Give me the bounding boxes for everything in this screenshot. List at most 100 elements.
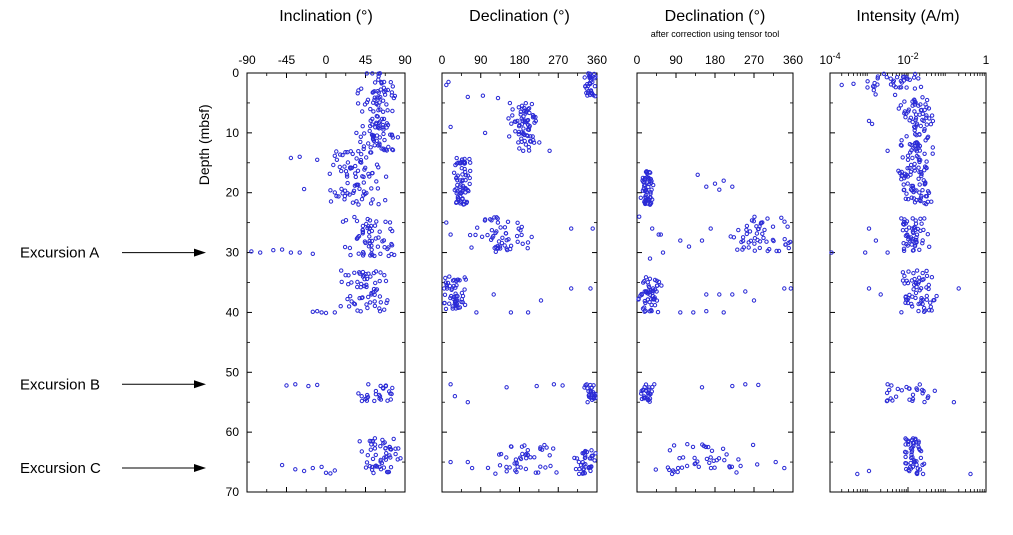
x-tick-label: 270	[548, 53, 568, 67]
data-point	[885, 382, 890, 387]
data-point	[249, 249, 254, 254]
x-tick-label: 90	[398, 53, 412, 67]
data-point	[371, 270, 377, 276]
data-point	[648, 307, 654, 313]
data-point	[344, 172, 350, 177]
panel-declination: Declination (°) 0 90 180 270 360	[439, 8, 607, 493]
panel-points	[829, 71, 973, 477]
data-point	[641, 280, 646, 285]
data-point	[463, 187, 469, 192]
data-point	[332, 190, 337, 195]
data-point	[904, 466, 909, 472]
data-point	[526, 144, 531, 150]
y-tick-label: 40	[226, 305, 240, 319]
data-point	[271, 248, 276, 253]
data-point	[885, 148, 890, 154]
data-point	[351, 190, 356, 196]
data-point	[738, 463, 743, 469]
data-point	[932, 297, 937, 303]
data-point	[928, 300, 933, 305]
data-point	[922, 216, 927, 221]
data-point	[362, 131, 367, 136]
data-point	[364, 398, 370, 403]
data-point	[901, 246, 907, 252]
data-point	[372, 253, 377, 259]
data-point	[652, 277, 658, 283]
data-point	[345, 191, 350, 196]
data-point	[904, 85, 909, 90]
data-point	[367, 174, 372, 179]
data-point	[910, 103, 915, 108]
data-point	[888, 76, 893, 81]
data-point	[918, 170, 924, 175]
data-point	[450, 304, 455, 309]
data-point	[359, 398, 365, 404]
data-point	[515, 220, 520, 226]
data-point	[709, 448, 715, 453]
data-point	[692, 455, 697, 461]
data-point	[355, 101, 361, 106]
data-point	[469, 465, 475, 471]
data-point	[519, 122, 525, 127]
data-point	[920, 387, 925, 393]
data-point	[642, 289, 647, 294]
data-point	[493, 249, 498, 255]
data-point	[502, 225, 508, 230]
data-point	[462, 287, 467, 292]
data-point	[467, 181, 472, 187]
data-point	[461, 160, 466, 165]
data-point	[910, 216, 915, 221]
data-point	[654, 289, 659, 294]
data-point	[896, 106, 901, 111]
data-point	[386, 144, 391, 150]
data-point	[583, 453, 588, 458]
data-point	[449, 287, 454, 292]
data-point	[377, 278, 382, 284]
data-point	[912, 109, 917, 114]
data-point	[925, 134, 931, 140]
data-point	[730, 184, 735, 189]
data-point	[918, 123, 923, 129]
data-point	[504, 464, 509, 470]
data-point	[542, 442, 547, 448]
panel-title: Declination (°)	[469, 8, 570, 25]
data-point	[655, 309, 661, 315]
data-point	[387, 453, 392, 458]
data-point	[913, 218, 918, 223]
data-point	[390, 147, 395, 152]
data-point	[899, 80, 905, 85]
data-point	[909, 195, 914, 200]
data-point	[903, 300, 908, 305]
data-point	[328, 199, 334, 204]
data-point	[869, 121, 875, 127]
data-point	[448, 382, 453, 387]
data-point	[340, 152, 345, 158]
data-point	[904, 450, 909, 455]
data-point	[899, 310, 904, 315]
data-point	[906, 225, 912, 230]
data-point	[516, 140, 521, 145]
data-point	[354, 130, 359, 136]
data-point	[323, 470, 329, 475]
data-point	[855, 471, 860, 477]
data-point	[368, 106, 373, 112]
data-point	[956, 286, 961, 291]
data-point	[918, 84, 924, 90]
data-point	[390, 228, 395, 234]
data-point	[365, 305, 370, 311]
data-point	[526, 148, 532, 153]
data-point	[463, 178, 468, 183]
data-point	[714, 458, 719, 463]
data-point	[578, 463, 584, 468]
data-point	[381, 85, 387, 91]
data-point	[704, 309, 709, 314]
data-point	[924, 297, 929, 302]
data-point	[724, 452, 729, 457]
data-point	[279, 462, 285, 468]
data-point	[378, 270, 383, 275]
data-point	[902, 219, 907, 225]
data-point	[524, 133, 529, 138]
data-point	[525, 448, 530, 453]
data-point	[527, 110, 532, 116]
data-point	[647, 396, 653, 401]
